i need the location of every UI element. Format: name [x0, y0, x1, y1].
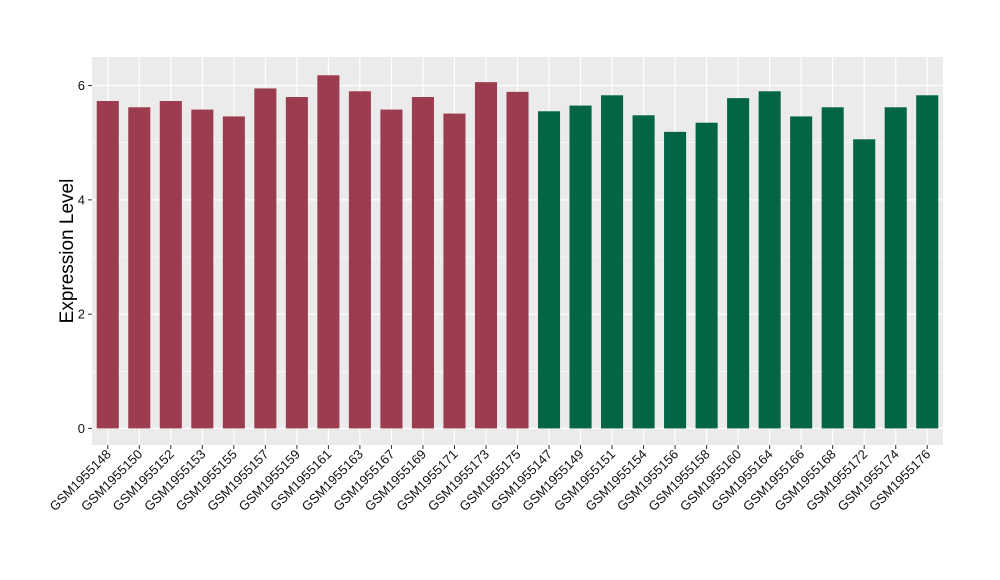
- bar-GSM1955154: [632, 115, 655, 429]
- bar-GSM1955153: [191, 109, 214, 429]
- bar-GSM1955173: [474, 82, 498, 429]
- bar-GSM1955147: [537, 111, 561, 429]
- bar-GSM1955167: [380, 109, 403, 429]
- y-axis: 0 2 4 6: [78, 78, 92, 436]
- bar-GSM1955161: [317, 75, 340, 429]
- bar-GSM1955174: [884, 107, 907, 429]
- bar-GSM1955148: [96, 101, 119, 429]
- bar-GSM1955159: [285, 97, 308, 429]
- bar-GSM1955176: [916, 95, 939, 429]
- bar-GSM1955164: [758, 91, 781, 429]
- bar-GSM1955155: [222, 116, 245, 429]
- y-tick-label: 2: [78, 307, 85, 322]
- y-axis-title: Expression Level: [57, 179, 78, 324]
- x-axis: GSM1955148GSM1955150GSM1955152GSM1955153…: [47, 445, 933, 514]
- bar-GSM1955160: [727, 98, 750, 429]
- bar-GSM1955157: [254, 88, 277, 429]
- bar-GSM1955163: [348, 91, 371, 429]
- bar-GSM1955150: [128, 107, 151, 429]
- bars: [96, 75, 939, 429]
- bar-GSM1955171: [443, 113, 466, 429]
- y-tick-label: 4: [78, 192, 85, 207]
- bar-GSM1955172: [853, 139, 876, 429]
- bar-GSM1955168: [821, 107, 844, 429]
- bar-GSM1955152: [159, 101, 182, 429]
- bar-GSM1955175: [506, 91, 529, 429]
- y-tick-label: 0: [78, 421, 85, 436]
- bar-GSM1955158: [695, 122, 718, 429]
- bar-GSM1955169: [411, 97, 434, 429]
- bar-GSM1955149: [569, 105, 592, 429]
- bar-GSM1955166: [790, 116, 813, 429]
- y-tick-label: 6: [78, 78, 85, 93]
- bar-GSM1955156: [664, 131, 687, 429]
- bar-GSM1955151: [601, 95, 624, 429]
